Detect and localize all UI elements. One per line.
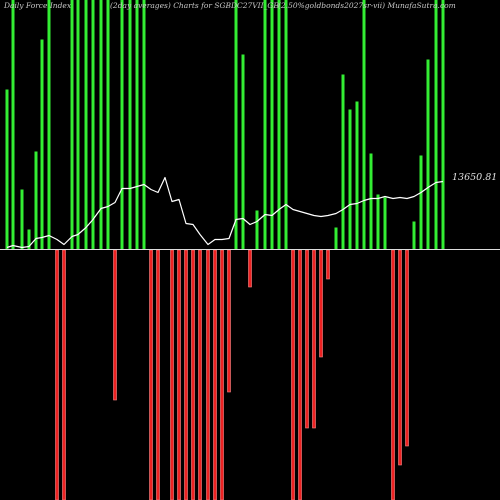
negative-bar-24 (184, 249, 188, 500)
positive-bar-4 (34, 151, 38, 250)
negative-bar-54 (398, 249, 402, 466)
positive-bar-46 (341, 74, 345, 250)
negative-bar-42 (312, 249, 316, 429)
positive-bar-17 (128, 0, 132, 250)
negative-bar-20 (149, 249, 153, 500)
positive-bar-5 (40, 39, 44, 250)
negative-bar-53 (391, 249, 395, 500)
positive-bar-12 (91, 0, 95, 250)
negative-bar-30 (227, 249, 231, 393)
positive-bar-1 (11, 0, 15, 250)
positive-bar-31 (234, 0, 238, 250)
positive-bar-60 (441, 0, 445, 250)
positive-bar-49 (362, 0, 366, 250)
negative-bar-22 (170, 249, 174, 500)
positive-bar-35 (263, 0, 267, 250)
positive-bar-52 (383, 197, 387, 250)
negative-bar-33 (248, 249, 252, 288)
negative-bar-44 (326, 249, 330, 280)
positive-bar-10 (76, 0, 80, 250)
header-right: (2.50%goldbonds2027sr-vii) MunafaSutra.c… (278, 1, 456, 10)
positive-bar-37 (277, 0, 281, 250)
header-left: Daily Force Index (3, 1, 72, 10)
positive-bar-48 (355, 101, 359, 250)
positive-bar-59 (434, 0, 438, 250)
positive-bar-38 (284, 0, 288, 250)
force-index-bars (5, 0, 445, 500)
negative-bar-28 (213, 249, 217, 500)
positive-bar-57 (419, 155, 423, 250)
negative-bar-29 (220, 249, 224, 500)
negative-bar-8 (62, 249, 66, 500)
average-line (6, 176, 444, 249)
header-center: (2day averages) Charts for SGBDC27VII_GB (110, 1, 279, 10)
positive-bar-36 (270, 0, 274, 250)
positive-bar-45 (334, 227, 338, 250)
negative-bar-40 (298, 249, 302, 500)
negative-bar-21 (156, 249, 160, 500)
positive-bar-50 (369, 153, 373, 250)
price-label: 13650.81 (452, 172, 497, 183)
negative-bar-26 (198, 249, 202, 500)
negative-bar-41 (305, 249, 309, 429)
positive-bar-2 (20, 189, 24, 250)
positive-bar-51 (376, 194, 380, 250)
positive-bar-14 (106, 0, 110, 250)
positive-bar-3 (27, 229, 31, 250)
positive-bar-34 (255, 210, 259, 250)
positive-bar-16 (120, 0, 124, 250)
positive-bar-11 (84, 0, 88, 250)
negative-bar-23 (177, 249, 181, 500)
positive-bar-58 (426, 59, 430, 250)
positive-bar-19 (142, 0, 146, 250)
positive-bar-9 (70, 0, 74, 250)
negative-bar-55 (405, 249, 409, 447)
positive-bar-6 (47, 0, 51, 250)
negative-bar-7 (55, 249, 59, 500)
negative-bar-25 (191, 249, 195, 500)
negative-bar-15 (113, 249, 117, 401)
negative-bar-43 (319, 249, 323, 358)
positive-bar-56 (412, 221, 416, 250)
positive-bar-13 (99, 0, 103, 250)
positive-bar-47 (348, 109, 352, 250)
positive-bar-32 (241, 54, 245, 250)
negative-bar-27 (206, 249, 210, 500)
positive-bar-0 (5, 89, 9, 250)
negative-bar-39 (291, 249, 295, 500)
positive-bar-18 (135, 0, 139, 250)
